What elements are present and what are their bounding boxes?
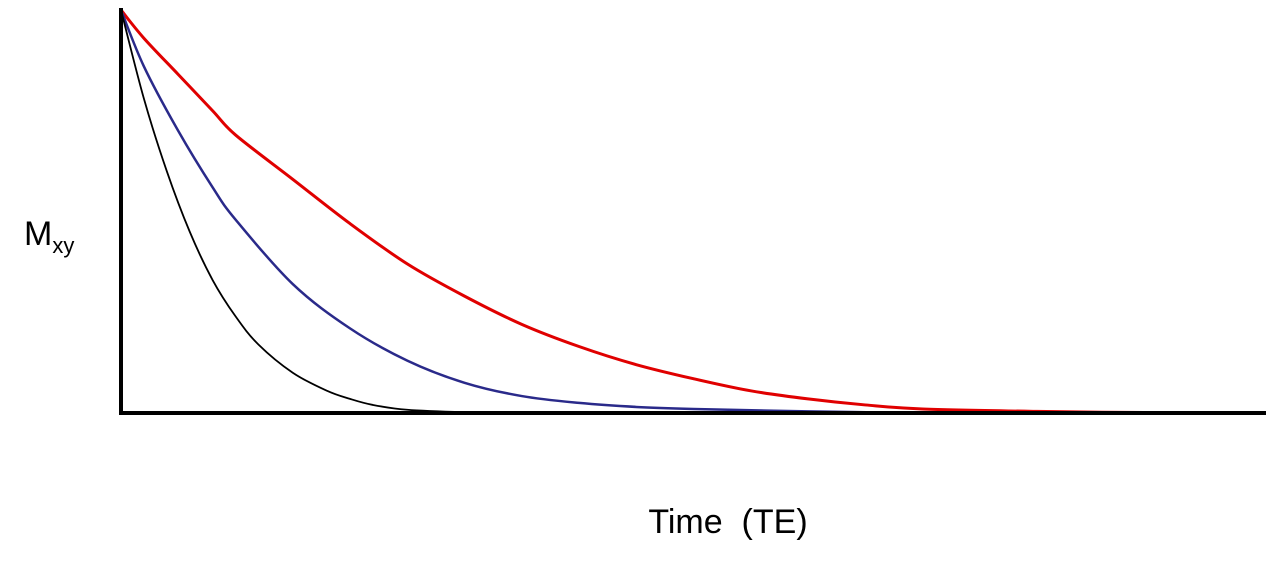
series-layer xyxy=(119,8,1266,415)
series-line-1 xyxy=(119,8,1266,415)
y-axis-label-main: M xyxy=(24,215,52,253)
y-axis-label-subscript: xy xyxy=(52,233,74,258)
series-line-2 xyxy=(119,8,924,415)
series-line-3 xyxy=(120,9,523,414)
x-axis-label: Time (TE) xyxy=(648,503,807,541)
y-axis-label: Mxy xyxy=(24,215,74,258)
